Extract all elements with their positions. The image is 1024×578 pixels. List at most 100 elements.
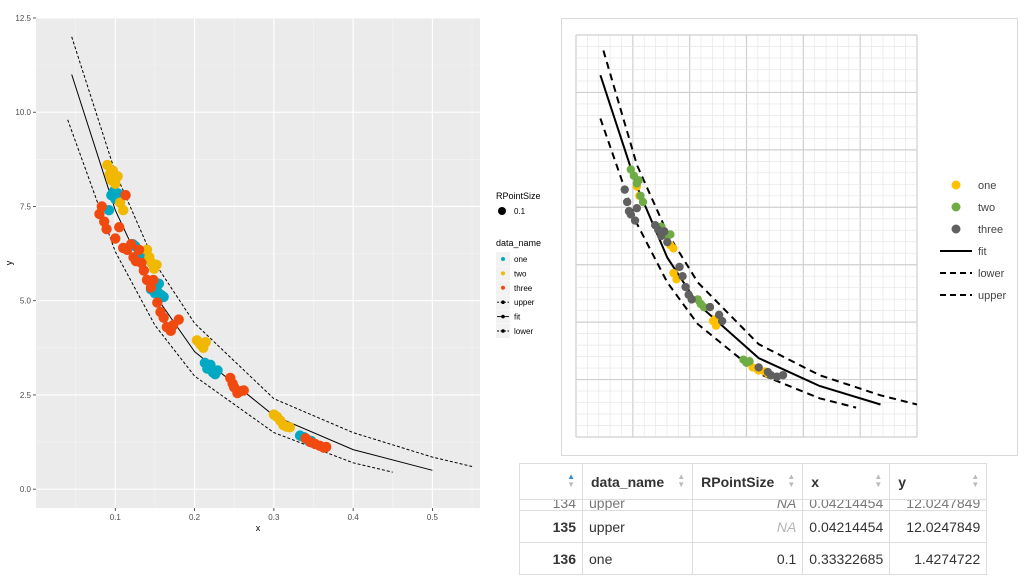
column-header-rpointsize[interactable]: RPointSize ▲ ▼: [692, 463, 804, 500]
legend-key-two: [951, 202, 961, 212]
index-column-header[interactable]: ▲ ▼: [519, 463, 583, 500]
legend-label-three: three: [514, 284, 533, 293]
plotly-chart-panel: one two three fit lower upper: [561, 18, 1018, 456]
data-point-three: [675, 262, 684, 272]
y-tick-label: 2.5: [20, 391, 32, 400]
data-point-one: [112, 188, 123, 199]
column-header-label: y: [898, 473, 907, 490]
data-point-three: [705, 302, 715, 312]
sort-icon[interactable]: ▲ ▼: [787, 472, 796, 489]
data-point-three: [620, 185, 629, 194]
data-point-three: [687, 295, 696, 304]
series-line-upper: [602, 50, 918, 406]
legend-key-two: [501, 271, 505, 276]
data-point-three: [133, 244, 145, 256]
y-tick-label: 5.0: [20, 297, 32, 306]
ggplot-chart: 0.1 0.2 0.3 0.4 0.5 0.0 2.5 5.0 7.5 10.0 12.5 x y RPo…: [4, 14, 541, 533]
plot-panel: [36, 18, 480, 508]
table-cell-y: 12.0247849: [889, 499, 988, 511]
legend-label-upper: upper: [514, 298, 535, 307]
x-tick-label: 0.1: [110, 513, 122, 522]
sort-icon[interactable]: ▲ ▼: [677, 472, 686, 489]
data-point-two: [745, 357, 754, 366]
table-cell-y: 12.0247849: [889, 510, 988, 543]
data-point-three: [754, 363, 763, 372]
y-tick-label: 10.0: [15, 108, 31, 117]
sort-icon[interactable]: ▲ ▼: [567, 472, 575, 489]
legend-key-three: [501, 285, 505, 290]
data-point-three: [110, 233, 121, 244]
sort-icon[interactable]: ▲ ▼: [874, 472, 883, 489]
data-point-one: [669, 244, 678, 253]
table-cell-data-name: upper: [581, 510, 694, 543]
data-point-two: [638, 197, 648, 207]
x-tick-label: 0.3: [268, 513, 280, 522]
data-point-three: [678, 272, 687, 281]
column-header-y[interactable]: y ▲ ▼: [889, 463, 988, 500]
legend-label-lower: lower: [514, 327, 533, 336]
table-cell-index: 136: [519, 542, 583, 575]
legend-label-lower: lower: [978, 268, 1005, 280]
data-point-two: [699, 302, 709, 312]
table-cell-data-name: one: [581, 542, 694, 575]
legend-label-one: one: [514, 255, 528, 264]
column-header-label: data_name: [591, 473, 665, 490]
y-tick-label: 7.5: [20, 202, 32, 211]
data-point-three: [663, 237, 672, 247]
data-point-three: [632, 203, 642, 213]
table-cell-rpointsize: NA: [692, 499, 804, 511]
table-cell-index: 135: [519, 510, 583, 543]
legend-label-upper: upper: [978, 290, 1006, 302]
y-tick-label: 12.5: [15, 14, 31, 23]
series-line-lower: [67, 119, 393, 473]
column-header-data-name[interactable]: data_name ▲ ▼: [581, 463, 694, 500]
legend-title: data_name: [496, 238, 541, 248]
data-point-three: [660, 227, 669, 236]
column-header-x[interactable]: x ▲ ▼: [802, 463, 891, 500]
data-point-three: [681, 282, 690, 292]
data-point-three: [114, 221, 125, 233]
table-cell-data-name: upper: [581, 499, 694, 511]
legend-label-three: three: [978, 224, 1003, 236]
data-point-three: [173, 314, 184, 325]
legend-label-two: two: [978, 202, 995, 214]
legend-size-label: 0.1: [514, 207, 526, 216]
column-header-label: RPointSize: [701, 473, 775, 490]
legend-label-fit: fit: [978, 246, 987, 258]
data-point-three: [148, 274, 159, 286]
x-tick-label: 0.2: [189, 513, 201, 522]
legend-key-one: [501, 257, 505, 261]
table-header-row: ▲ ▼ data_name ▲ ▼ RPointSize ▲ ▼ x ▲ ▼ y ▲ ▼: [519, 463, 988, 500]
legend-size-key: [498, 207, 506, 215]
legend-key-point-fit: [501, 314, 505, 319]
data-point-three: [717, 316, 727, 326]
data-point-three: [320, 441, 332, 453]
x-tick-label: 0.5: [427, 513, 439, 522]
legend-size-title: RPointSize: [496, 191, 541, 201]
sort-icon[interactable]: ▲ ▼: [971, 472, 980, 489]
table-row[interactable]: 136 one 0.1 0.33322685 1.4274722: [519, 542, 988, 575]
legend-label-fit: fit: [514, 313, 521, 322]
data-point-one: [212, 365, 223, 376]
data-point-two: [151, 259, 162, 271]
data-point-two: [284, 422, 295, 433]
table-row[interactable]: 135 upper NA 0.04214454 12.0247849: [519, 510, 988, 543]
y-axis-title: y: [4, 260, 14, 265]
table-row-partial[interactable]: 134 upper NA 0.04214454 12.0247849: [519, 499, 988, 511]
data-point-two: [118, 205, 129, 216]
data-point-three: [238, 385, 249, 396]
data-point-three: [622, 197, 632, 207]
data-point-three: [138, 265, 150, 276]
data-point-three: [626, 210, 636, 219]
table-cell-rpointsize: NA: [692, 510, 804, 543]
data-point-three: [96, 201, 108, 212]
data-point-three: [101, 223, 112, 235]
data-point-two: [112, 171, 123, 182]
table-cell-rpointsize: 0.1: [692, 542, 804, 575]
y-tick-label: 0.0: [20, 485, 32, 494]
data-point-three: [120, 189, 131, 201]
x-axis-title: x: [256, 523, 261, 533]
legend-key-three: [951, 224, 961, 234]
table-cell-x: 0.04214454: [802, 510, 891, 543]
legend-key-point-lower: [501, 329, 505, 333]
